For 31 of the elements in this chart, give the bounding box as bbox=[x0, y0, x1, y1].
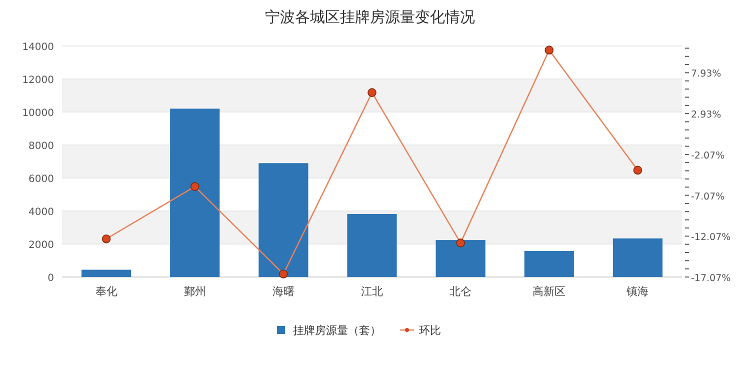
bar bbox=[258, 163, 308, 277]
legend-label: 挂牌房源量（套） bbox=[293, 324, 381, 337]
legend-label: 环比 bbox=[419, 324, 441, 337]
bar bbox=[347, 214, 397, 277]
x-tick-label: 镇海 bbox=[626, 285, 649, 298]
y-tick-label: 8000 bbox=[28, 141, 54, 152]
y2-tick-label: -17.07% bbox=[691, 273, 731, 284]
x-tick-label: 高新区 bbox=[532, 285, 566, 298]
y2-tick-label: -2.07% bbox=[691, 150, 725, 162]
y-tick-label: 0 bbox=[48, 273, 54, 284]
y2-tick-label: 7.93% bbox=[691, 68, 722, 80]
x-tick-label: 江北 bbox=[361, 285, 383, 298]
y-tick-label: 14000 bbox=[22, 42, 54, 53]
x-tick-label: 鄞州 bbox=[184, 285, 206, 298]
x-tick-label: 海曙 bbox=[272, 285, 294, 298]
x-tick-label: 北仑 bbox=[450, 285, 472, 298]
y-tick-label: 12000 bbox=[22, 75, 54, 86]
bar bbox=[612, 238, 663, 277]
y-tick-label: 6000 bbox=[28, 174, 54, 185]
y-tick-label: 10000 bbox=[22, 108, 54, 119]
y-tick-label: 4000 bbox=[28, 207, 54, 218]
y2-tick-label: -7.07% bbox=[691, 191, 725, 202]
y2-tick-label: -12.07% bbox=[691, 232, 731, 244]
bar bbox=[524, 250, 574, 277]
chart-title: 宁波各城区挂牌房源量变化情况 bbox=[265, 8, 475, 26]
y-tick-label: 2000 bbox=[28, 240, 54, 251]
x-tick-label: 奉化 bbox=[95, 285, 118, 298]
bar bbox=[436, 240, 486, 277]
bar bbox=[81, 270, 132, 277]
bar bbox=[170, 108, 220, 277]
y2-tick-label: 2.93% bbox=[691, 110, 722, 121]
